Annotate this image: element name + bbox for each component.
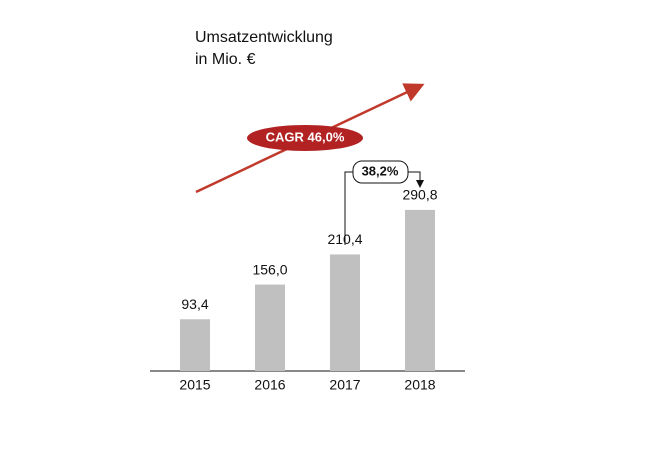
- bar: [405, 209, 435, 371]
- x-tick-label: 2017: [329, 377, 360, 393]
- bar: [330, 254, 360, 371]
- bar: [180, 319, 210, 371]
- x-tick-label: 2016: [254, 377, 285, 393]
- value-label: 210,4: [327, 231, 362, 247]
- bar: [255, 284, 285, 371]
- cagr-badge: [247, 125, 363, 151]
- x-tick-label: 2018: [404, 377, 435, 393]
- x-tick-label: 2015: [179, 377, 210, 393]
- growth-badge: [352, 160, 409, 184]
- cagr-label: CAGR 46,0%: [266, 129, 345, 144]
- chart-subtitle: in Mio. €: [195, 51, 256, 68]
- value-label: 93,4: [181, 296, 208, 312]
- value-label: 156,0: [252, 261, 287, 277]
- growth-bracket: [344, 171, 420, 245]
- growth-label: 38,2%: [362, 163, 399, 178]
- chart-title: Umsatzentwicklung: [195, 29, 333, 46]
- value-label: 290,8: [402, 187, 437, 203]
